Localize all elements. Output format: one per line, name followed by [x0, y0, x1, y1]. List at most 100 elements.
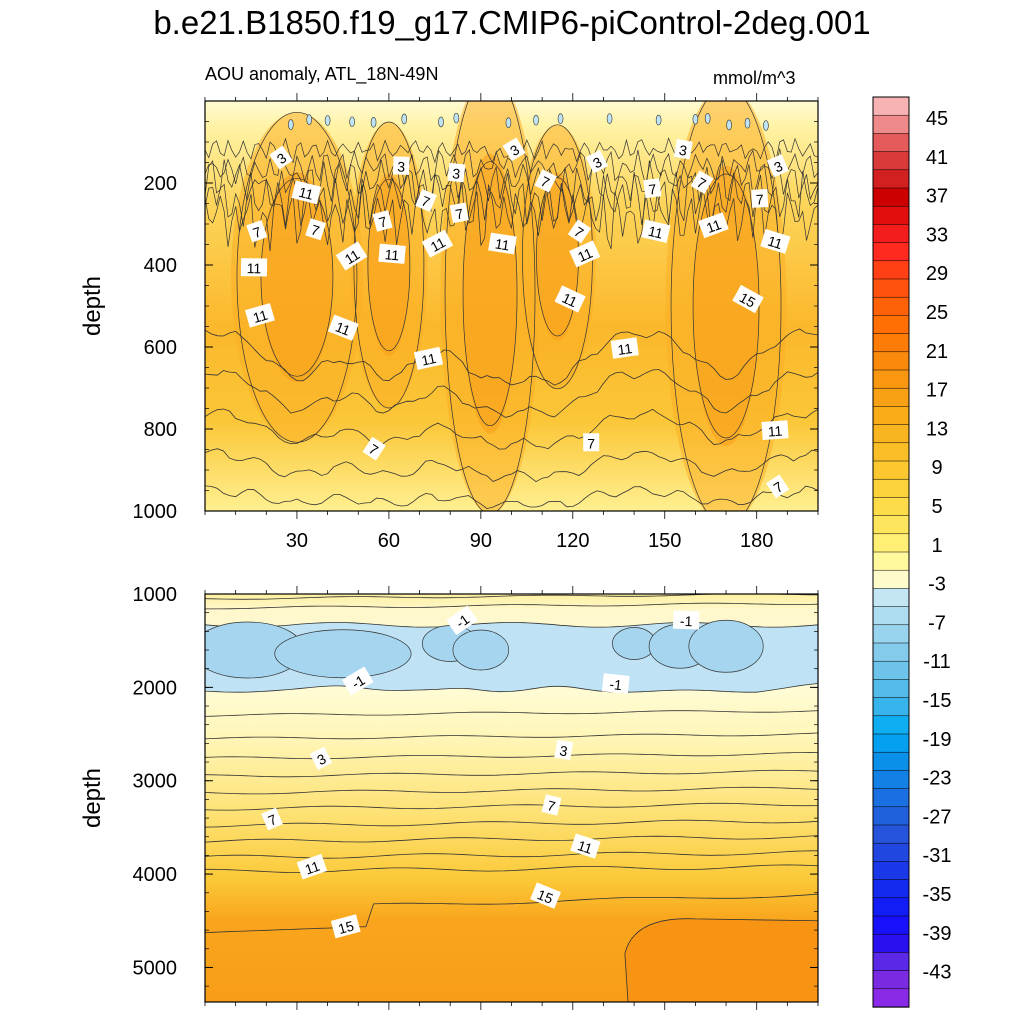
upper-y-axis-title: depth — [79, 276, 106, 336]
contour-label-text: 11 — [704, 216, 723, 236]
lower-panel: 1000 2000 3000 4000 5000 -1 -1 -1 -1 3 3 7 7 11 11 15 1… — [79, 584, 819, 1010]
y-tick-label: 600 — [144, 337, 177, 359]
surface-blob — [744, 117, 751, 129]
colorbar-swatch — [872, 406, 910, 426]
contour-label-text: 3 — [678, 142, 689, 159]
contour-label: -1 — [601, 673, 630, 694]
colorbar-swatch — [872, 296, 910, 317]
contour-label: 7 — [690, 170, 714, 194]
contour-label: 11 — [761, 420, 789, 440]
contour-label: 3 — [502, 137, 526, 162]
contour-label-text: 11 — [575, 244, 595, 265]
surface-blob — [763, 120, 769, 131]
blue-core — [688, 619, 764, 673]
colorbar-label: -19 — [923, 729, 952, 751]
colorbar-swatch — [872, 824, 910, 844]
contour-label: 11 — [488, 232, 517, 255]
colorbar-swatch — [872, 952, 910, 972]
contour-label: 7 — [766, 474, 790, 499]
colorbar-label: 33 — [926, 224, 948, 246]
colorbar-swatch — [872, 278, 910, 298]
x-tick-label: 180 — [740, 530, 773, 552]
surface-blob — [606, 113, 613, 124]
lower-contour-line — [205, 751, 818, 760]
colorbar-label: 41 — [926, 147, 948, 169]
contour-label: 7 — [305, 218, 326, 241]
contour-label-text: 7 — [454, 205, 465, 222]
contour-label: 15 — [330, 914, 361, 939]
surface-blob — [324, 115, 331, 126]
upper-contour-line — [205, 408, 818, 450]
y-tick-label: 1000 — [133, 584, 178, 606]
colorbar-swatch — [872, 387, 910, 408]
contour-label: 3 — [269, 145, 293, 170]
colorbar-label: -35 — [923, 884, 952, 906]
contour-label-text: 3 — [452, 165, 462, 182]
colorbar-label: -23 — [923, 768, 952, 790]
colorbar-swatch — [872, 551, 910, 571]
colorbar-swatch — [872, 315, 910, 335]
contour-label: 7 — [541, 794, 562, 816]
y-tick-label: 1000 — [133, 501, 178, 523]
y-tick-label: 2000 — [133, 677, 178, 699]
colorbar-swatch — [872, 970, 910, 990]
colorbar-label: 5 — [931, 496, 942, 518]
colorbar-swatch — [872, 460, 910, 480]
contour-label: 7 — [372, 210, 393, 232]
lower-contour-line — [205, 786, 818, 795]
contour-label-text: 15 — [535, 886, 556, 907]
surface-blob — [288, 119, 294, 130]
contour-label-text: 11 — [647, 223, 665, 242]
x-tick-label: 150 — [648, 530, 681, 552]
lower-contour-line — [205, 732, 818, 740]
surface-blob — [704, 113, 711, 124]
contour-label: 7 — [246, 220, 268, 243]
contour-label-text: 11 — [576, 837, 595, 857]
upper-core-region — [230, 112, 363, 443]
colorbar-swatch — [872, 897, 910, 917]
colorbar-swatch — [872, 933, 910, 954]
contour-label: 3 — [309, 746, 333, 771]
colorbar-swatch — [872, 96, 910, 116]
contour-label: 3 — [673, 138, 693, 160]
upper-contour-line — [205, 448, 818, 483]
y-tick-label: 800 — [144, 419, 177, 441]
contour-label-text: 7 — [587, 435, 595, 451]
colorbar-swatch — [872, 879, 910, 899]
surface-blob — [557, 113, 564, 125]
contour-label: 11 — [240, 258, 268, 277]
contour-label: 11 — [413, 346, 444, 370]
contour-label: 3 — [554, 739, 574, 761]
contour-label: -1 — [446, 605, 478, 636]
contour-label: -1 — [672, 610, 700, 630]
contour-label-text: 3 — [397, 158, 406, 174]
surface-blob — [306, 114, 313, 125]
colorbar-label: 25 — [926, 302, 948, 324]
colorbar-swatch — [872, 351, 910, 371]
colorbar-label: -15 — [923, 690, 952, 712]
colorbar-swatch — [872, 679, 910, 699]
colorbar-swatch — [872, 806, 910, 826]
lower-contour-line — [205, 710, 818, 717]
colorbar-swatch — [872, 515, 910, 535]
contour-label: 7 — [567, 219, 592, 244]
y-tick-label: 200 — [144, 173, 177, 195]
colorbar-swatch — [872, 133, 910, 153]
colorbar-swatch — [872, 733, 910, 753]
upper-contour-line — [692, 173, 760, 439]
colorbar-swatch — [872, 606, 910, 626]
colorbar-swatch — [872, 442, 910, 462]
colorbar-swatch — [872, 861, 910, 881]
colorbar-swatch — [872, 569, 910, 590]
upper-contour-line — [444, 101, 536, 511]
chart-title: b.e21.B1850.f19_g17.CMIP6-piControl-2deg… — [153, 4, 871, 41]
colorbar-swatch — [872, 788, 910, 808]
colorbar-label: -43 — [923, 962, 952, 984]
upper-contour-line — [260, 177, 334, 377]
contour-label-text: -1 — [609, 676, 623, 693]
upper-contour-line — [462, 161, 518, 427]
upper-contour-line — [670, 101, 782, 511]
colorbar-swatch — [872, 369, 910, 389]
